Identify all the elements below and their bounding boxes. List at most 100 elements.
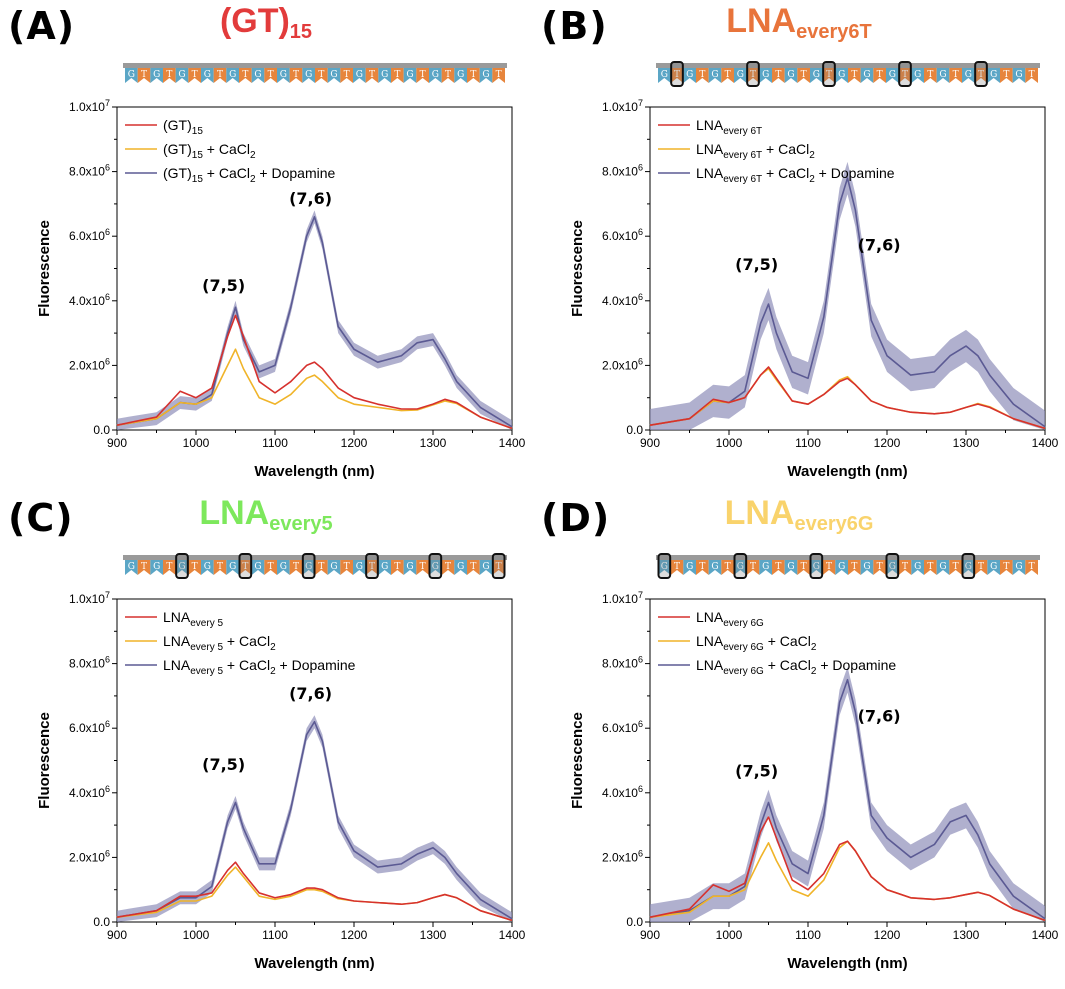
lna-box: [898, 61, 912, 87]
y-tick-label: 1.0x107: [602, 98, 643, 114]
nucleotide-letter: G: [965, 562, 972, 572]
nucleotide-flag: [251, 560, 265, 575]
series-error-band: [117, 210, 512, 430]
y-tick-label: 6.0x106: [69, 719, 110, 735]
nucleotide-flag: [289, 560, 303, 575]
legend-entry: LNAevery 5 + CaCl2: [163, 633, 276, 653]
x-tick-label: 1000: [183, 928, 210, 942]
nucleotide-letter: G: [965, 70, 972, 80]
nucleotide-letter: G: [737, 70, 744, 80]
y-tick-label: 4.0x106: [602, 784, 643, 800]
x-tick-label: 1400: [1032, 928, 1059, 942]
nucleotide-letter: T: [877, 70, 883, 80]
x-tick-label: 1400: [499, 928, 526, 942]
nucleotide-flag: [873, 68, 886, 83]
nucleotide-flag: [391, 68, 404, 83]
series-error-band: [117, 715, 512, 922]
nucleotide-letter: T: [775, 70, 781, 80]
nucleotide-letter: T: [496, 562, 502, 572]
y-axis-label: Fluorescence: [569, 220, 586, 317]
nucleotide-flag: [327, 68, 341, 83]
nucleotide-letter: G: [813, 70, 820, 80]
nucleotide-letter: T: [420, 70, 426, 80]
y-tick-label: 8.0x106: [602, 655, 643, 671]
lna-box: [822, 61, 836, 87]
nucleotide-flag: [340, 68, 353, 83]
nucleotide-letter: G: [661, 562, 668, 572]
peak-label: (7,5): [202, 276, 245, 295]
legend: LNAevery 5 LNAevery 5 + CaCl2 LNAevery 5 +…: [125, 609, 356, 677]
nucleotide-flag: [1012, 68, 1026, 83]
nucleotide-flag: [188, 560, 201, 575]
nucleotide-letter: G: [482, 562, 489, 572]
nucleotide-letter: T: [674, 562, 680, 572]
nucleotide-flag: [1000, 560, 1013, 575]
y-tick-label: 6.0x106: [69, 227, 110, 243]
nucleotide-letter: T: [750, 562, 756, 572]
nucleotide-flag: [365, 68, 379, 83]
nucleotide-flag: [658, 560, 671, 575]
nucleotide-flag: [810, 68, 823, 83]
nucleotide-flag: [125, 68, 138, 83]
nucleotide-letter: G: [305, 562, 312, 572]
x-tick-label: 900: [640, 436, 660, 450]
nucleotide-flag: [772, 560, 785, 575]
nucleotide-flag: [949, 560, 962, 575]
nucleotide-flag: [454, 560, 467, 575]
series-line-2: [116, 216, 513, 428]
nucleotide-flag: [264, 560, 277, 575]
nucleotide-letter: G: [406, 562, 413, 572]
peak-label: (7,5): [735, 762, 778, 781]
x-tick-label: 900: [107, 436, 127, 450]
panel-title-main: LNA: [726, 2, 797, 40]
nucleotide-letter: T: [927, 70, 933, 80]
nucleotide-letter: G: [787, 562, 794, 572]
nucleotide-flag: [302, 560, 315, 575]
nucleotide-flag: [137, 560, 151, 575]
series-line-2: [649, 678, 1046, 920]
x-tick-label: 1200: [341, 928, 368, 942]
nucleotide-letter: G: [939, 562, 946, 572]
nucleotide-flag: [772, 68, 785, 83]
lna-box: [961, 553, 976, 579]
nucleotide-flag: [429, 560, 442, 575]
nucleotide-letter: G: [838, 562, 845, 572]
nucleotide-letter: T: [268, 70, 274, 80]
nucleotide-letter: T: [192, 562, 198, 572]
nucleotide-letter: T: [953, 562, 959, 572]
nucleotide-flag: [696, 68, 709, 83]
nucleotide-letter: T: [978, 70, 984, 80]
nucleotide-letter: G: [762, 70, 769, 80]
series-line-2: [116, 720, 513, 920]
nucleotide-flag: [848, 560, 861, 575]
nucleotide-flag: [974, 560, 988, 575]
nucleotide-letter: T: [192, 70, 198, 80]
nucleotide-flag: [213, 560, 227, 575]
nucleotide-letter: G: [381, 562, 388, 572]
x-tick-label: 1200: [341, 436, 368, 450]
nucleotide-letter: T: [1029, 562, 1035, 572]
nucleotide-flag: [860, 68, 874, 83]
nucleotide-letter: G: [432, 562, 439, 572]
peak-label: (7,5): [202, 755, 245, 774]
nucleotide-flag: [416, 68, 429, 83]
nucleotide-flag: [429, 68, 442, 83]
nucleotide-flag: [163, 68, 176, 83]
lna-box: [733, 553, 748, 579]
nucleotide-letter: G: [229, 70, 236, 80]
nucleotide-letter: G: [711, 562, 718, 572]
nucleotide-flag: [353, 560, 366, 575]
nucleotide-letter: T: [801, 70, 807, 80]
nucleotide-letter: G: [686, 70, 693, 80]
y-tick-label: 6.0x106: [602, 719, 643, 735]
nucleotide-letter: T: [318, 70, 324, 80]
nucleotide-flag: [302, 68, 315, 83]
panel-title-sub: every6T: [796, 21, 872, 43]
panel-title: LNAevery6G: [533, 494, 1065, 536]
nucleotide-letter: T: [674, 70, 680, 80]
nucleotide-letter: T: [445, 562, 451, 572]
nucleotide-flag: [416, 560, 429, 575]
nucleotide-flag: [125, 560, 138, 575]
